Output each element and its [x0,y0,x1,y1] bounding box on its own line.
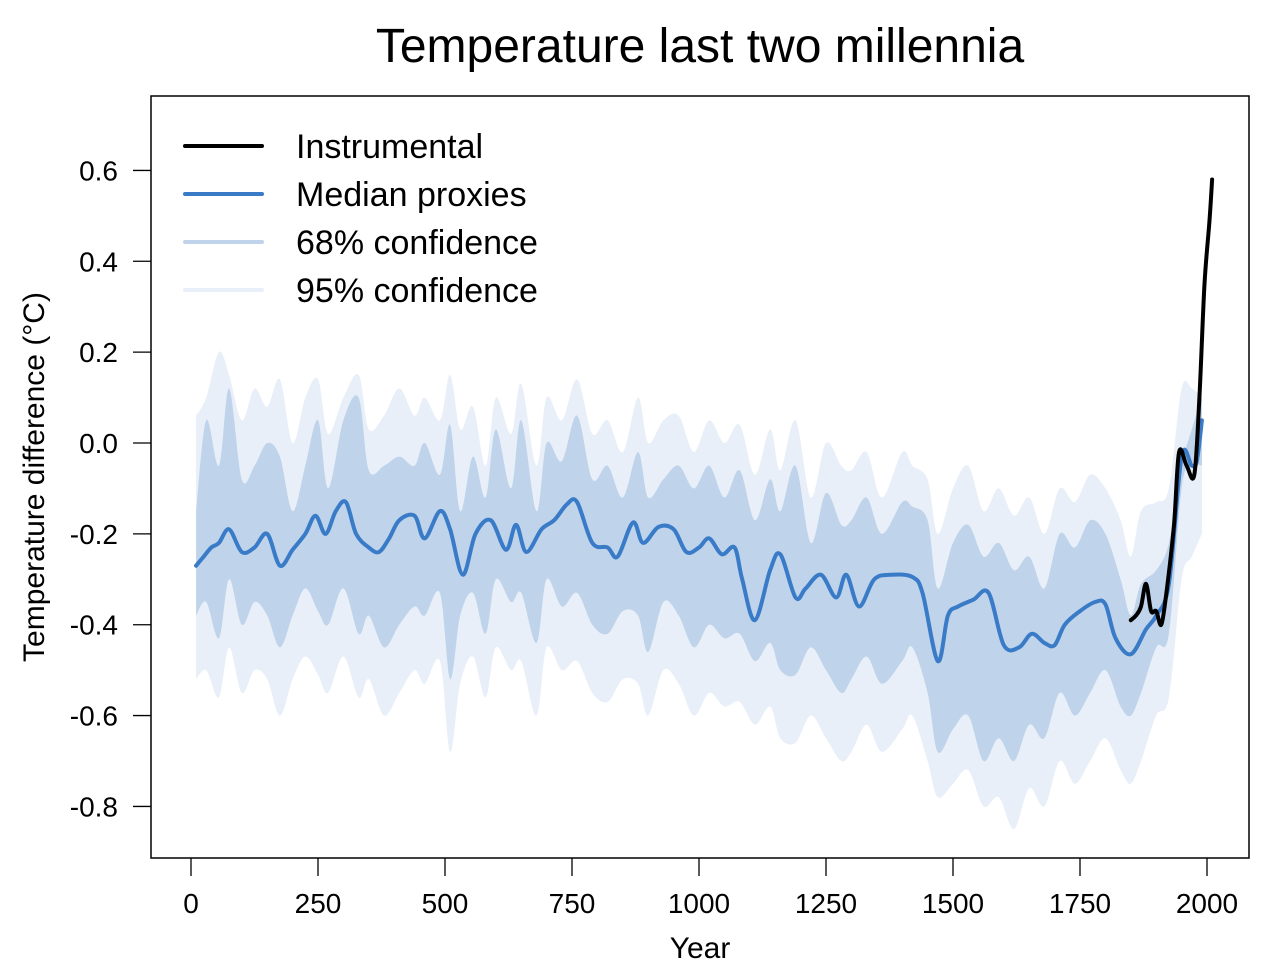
x-tick-label: 1500 [922,888,984,919]
y-tick-label: 0.2 [79,337,118,368]
legend: Instrumental Median proxies 68% confidence… [183,128,538,310]
legend-label-95-confidence: 95% confidence [296,272,538,310]
x-tick-label: 500 [422,888,469,919]
line-instrumental [1128,177,1215,628]
legend-label-instrumental: Instrumental [296,128,483,166]
band-68-confidence [196,388,1202,762]
x-tick-label: 750 [549,888,596,919]
x-axis-label: Year [670,932,731,965]
x-tick-label: 2000 [1176,888,1238,919]
data-lines [194,177,1215,664]
y-tick-label: -0.4 [70,610,118,641]
plot-frame [150,95,1250,859]
y-tick-label: 0.0 [79,428,118,459]
legend-label-68-confidence: 68% confidence [296,224,538,262]
x-tick-label: 1250 [795,888,857,919]
x-axis: 0 250 500 750 1000 1250 1500 1750 2000 [183,858,1238,919]
x-tick-label: 1000 [668,888,730,919]
line-median-proxies [194,418,1204,664]
x-tick-label: 1750 [1049,888,1111,919]
x-tick-label: 250 [295,888,342,919]
y-axis: 0.6 0.4 0.2 0.0 -0.2 -0.4 -0.6 -0.8 [70,155,151,822]
chart-title: Temperature last two millennia [376,20,1025,73]
y-tick-label: 0.4 [79,246,118,277]
legend-label-median-proxies: Median proxies [296,176,527,214]
y-tick-label: -0.8 [70,791,118,822]
confidence-bands [196,351,1202,830]
y-tick-label: -0.2 [70,519,118,550]
y-tick-label: -0.6 [70,701,118,732]
y-axis-label: Temperature difference (°C) [18,292,51,662]
x-tick-label: 0 [183,888,199,919]
y-tick-label: 0.6 [79,155,118,186]
